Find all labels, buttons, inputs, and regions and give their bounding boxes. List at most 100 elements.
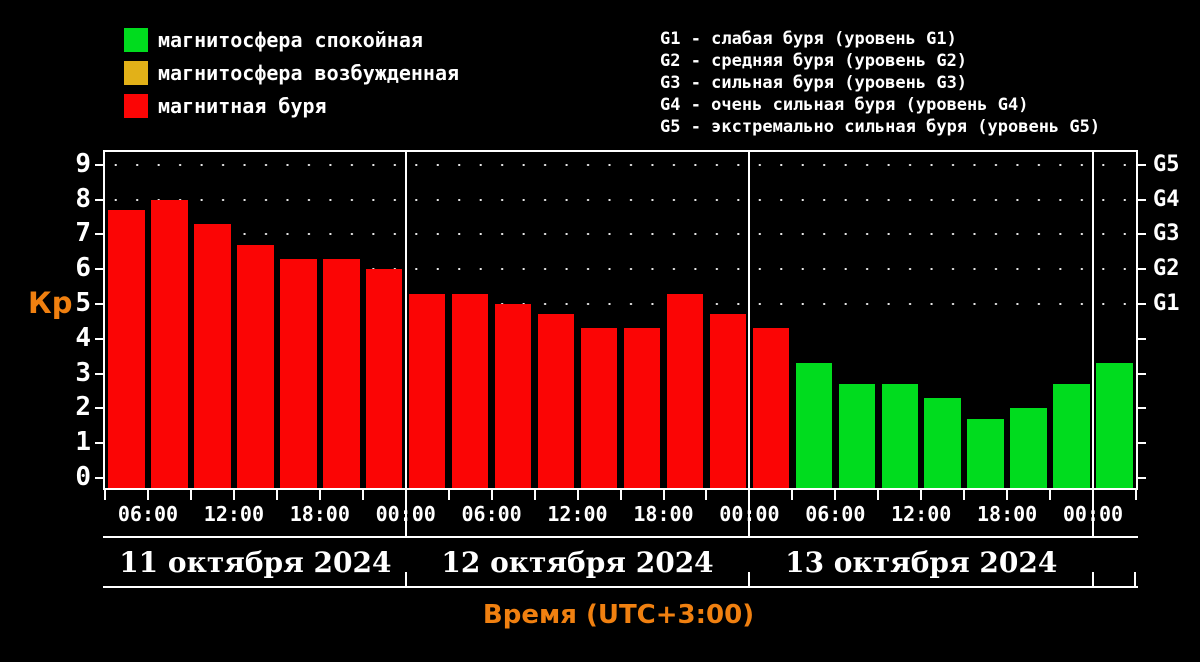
y-axis-tick-right [1138, 268, 1146, 271]
g-level-label-g4: G4 [1153, 186, 1180, 212]
y-axis-tick-right [1138, 407, 1146, 410]
x-axis-tick [275, 490, 278, 500]
plot-area [103, 150, 1138, 490]
g-level-label-g3: G3 [1153, 221, 1180, 247]
y-axis-tick-left [95, 407, 103, 410]
y-axis-tick-right [1138, 442, 1146, 445]
x-axis-tick [662, 490, 665, 500]
kp-bar [623, 328, 661, 488]
kp-bar [108, 210, 145, 488]
storm-level-line-g5: G5 - экстремально сильная буря (уровень … [660, 117, 1101, 137]
time-label: 06:00 [805, 502, 866, 526]
y-axis-tick-left [95, 337, 103, 340]
date-strip-tick [748, 572, 751, 586]
storm-level-line-g2: G2 - средняя буря (уровень G2) [660, 51, 968, 71]
y-axis-tick-left [95, 163, 103, 166]
legend: магнитосфера спокойная магнитосфера возбу… [124, 28, 459, 127]
y-tick-label-8: 8 [75, 183, 91, 214]
y-axis-tick-right [1138, 337, 1146, 340]
kp-bar [408, 293, 446, 488]
kp-bar [795, 363, 833, 488]
day-separator-line [404, 150, 407, 537]
legend-label-disturbed: магнитосфера возбужденная [158, 61, 460, 85]
x-axis-title: Время (UTC+3:00) [482, 600, 755, 630]
y-axis-tick-left [95, 268, 103, 271]
date-label: 11 октября 2024 [119, 546, 392, 579]
y-axis-tick-left [95, 303, 103, 305]
gridline-dots-kp6 [105, 268, 1136, 271]
time-label: 06:00 [461, 502, 522, 526]
gridline-dots-kp9 [105, 163, 1136, 166]
x-axis-tick [533, 490, 536, 500]
kp-bar [1053, 384, 1090, 488]
legend-item-quiet: магнитосфера спокойная [124, 28, 459, 52]
date-strip-tick [404, 572, 407, 586]
kp-bar [151, 199, 188, 488]
x-axis-tick [447, 490, 450, 500]
kp-bar [967, 418, 1004, 488]
gridline-dots-kp8 [105, 198, 1136, 201]
date-strip-bottom-line [103, 586, 1138, 588]
x-axis-tick [791, 490, 794, 500]
date-label: 12 октября 2024 [441, 546, 714, 579]
time-label: 12:00 [203, 502, 264, 526]
storm-level-line-g3: G3 - сильная буря (уровень G3) [660, 73, 968, 93]
time-label: 06:00 [117, 502, 179, 526]
legend-label-storm: магнитная буря [158, 94, 327, 118]
g-level-label-g2: G2 [1153, 256, 1180, 282]
x-axis-tick [963, 490, 966, 500]
kp-bar [838, 384, 876, 488]
x-axis-tick [104, 490, 106, 500]
kp-bar [451, 293, 489, 488]
kp-bar [1010, 408, 1047, 488]
y-axis-tick-right [1138, 477, 1146, 479]
date-strip-tick [1134, 572, 1136, 586]
day-separator-line [1092, 150, 1094, 537]
x-axis-tick [490, 490, 493, 500]
gridline-dots-kp5 [105, 303, 1136, 305]
y-axis-title: Кр [28, 286, 73, 320]
g-level-label-g5: G5 [1153, 151, 1180, 177]
y-tick-label-1: 1 [75, 427, 91, 458]
y-axis-tick-left [95, 477, 103, 479]
y-axis-tick-left [95, 442, 103, 445]
x-axis-tick [834, 490, 837, 500]
y-axis-tick-left [95, 372, 103, 375]
y-tick-label-2: 2 [75, 392, 91, 423]
legend-swatch-storm-icon [124, 94, 148, 118]
time-label: 18:00 [633, 502, 694, 526]
x-axis-tick [232, 490, 235, 500]
y-axis-tick-right [1138, 233, 1146, 236]
legend-item-storm: магнитная буря [124, 94, 459, 118]
x-axis-tick [576, 490, 579, 500]
g-level-label-g1: G1 [1153, 291, 1180, 316]
x-axis-tick [1049, 490, 1052, 500]
kp-bar [1096, 363, 1133, 488]
date-strip-tick [1092, 572, 1094, 586]
x-axis-tick [1006, 490, 1009, 500]
legend-item-disturbed: магнитосфера возбужденная [124, 61, 459, 85]
x-axis-tick [705, 490, 708, 500]
y-axis-tick-left [95, 198, 103, 201]
kp-bar [666, 293, 704, 488]
kp-bar [924, 398, 961, 488]
kp-bar [752, 328, 790, 488]
kp-bar [365, 269, 403, 488]
storm-level-line-g4: G4 - очень сильная буря (уровень G4) [660, 95, 1029, 115]
x-axis-tick [361, 490, 364, 500]
legend-swatch-quiet-icon [124, 28, 148, 52]
legend-swatch-disturbed-icon [124, 61, 148, 85]
y-tick-label-9: 9 [75, 148, 91, 179]
x-axis-tick [1135, 490, 1137, 500]
legend-label-quiet: магнитосфера спокойная [158, 28, 423, 52]
date-strip-top-line [103, 536, 1138, 538]
kp-bar [580, 328, 618, 488]
storm-levels-info: G1 - слабая буря (уровень G1) G2 - средня… [660, 28, 1100, 138]
y-tick-label-0: 0 [75, 462, 91, 492]
y-axis-tick-right [1138, 303, 1146, 305]
y-tick-label-6: 6 [75, 253, 91, 284]
time-label: 12:00 [547, 502, 608, 526]
kp-bar [881, 384, 919, 488]
y-axis-tick-right [1138, 372, 1146, 375]
